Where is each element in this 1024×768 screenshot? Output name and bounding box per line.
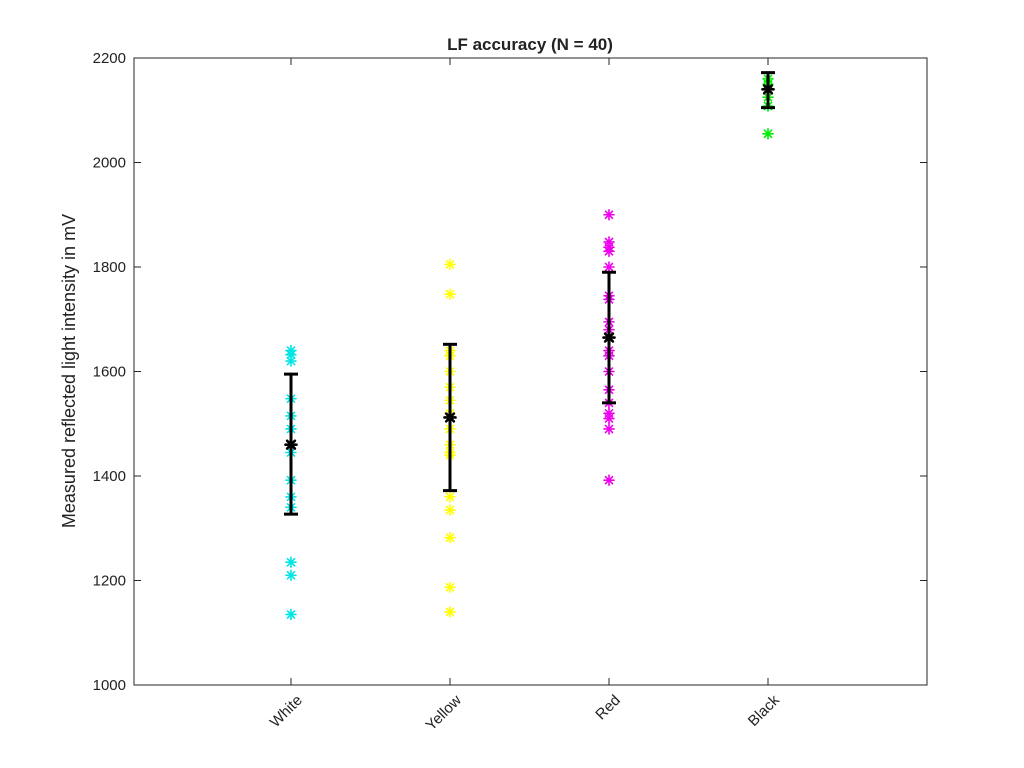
y-axis-label: Measured reflected light intensity in mV — [59, 214, 79, 528]
data-point — [603, 474, 615, 486]
y-tick-label: 1600 — [93, 364, 126, 381]
data-point — [285, 556, 297, 569]
y-tick-label: 1800 — [93, 259, 126, 276]
data-point — [444, 288, 456, 300]
chart-title: LF accuracy (N = 40) — [447, 35, 613, 54]
mean-marker — [602, 330, 616, 345]
x-tick-label: Yellow — [423, 692, 465, 734]
data-point — [444, 606, 456, 618]
data-point — [444, 504, 456, 516]
data-point — [603, 423, 615, 435]
data-point — [444, 258, 456, 271]
data-point — [762, 127, 774, 140]
data-point — [285, 355, 297, 367]
x-tick-label: Black — [745, 691, 783, 729]
mean-marker — [284, 437, 298, 452]
data-point — [603, 261, 615, 273]
plot-area — [133, 57, 928, 686]
mean-marker — [761, 82, 775, 97]
data-point — [603, 412, 615, 425]
y-tick-label: 1200 — [93, 573, 126, 590]
data-point — [603, 245, 615, 258]
y-tick-label: 2200 — [93, 50, 126, 67]
y-tick-label: 2000 — [93, 155, 126, 172]
data-point — [444, 491, 456, 503]
y-tick-label: 1400 — [93, 468, 126, 485]
x-tick-label: White — [267, 692, 306, 731]
x-tick-label: Red — [592, 692, 623, 723]
y-axis: 1000 1200 1400 1600 1800 2000 2200 — [93, 50, 927, 694]
data-point — [444, 581, 456, 594]
data-point — [285, 608, 297, 621]
error-bars — [284, 71, 775, 516]
data-point — [285, 569, 297, 582]
data-point — [444, 531, 456, 544]
data-point — [603, 208, 615, 221]
y-tick-label: 1000 — [93, 677, 126, 694]
mean-marker — [443, 410, 457, 425]
